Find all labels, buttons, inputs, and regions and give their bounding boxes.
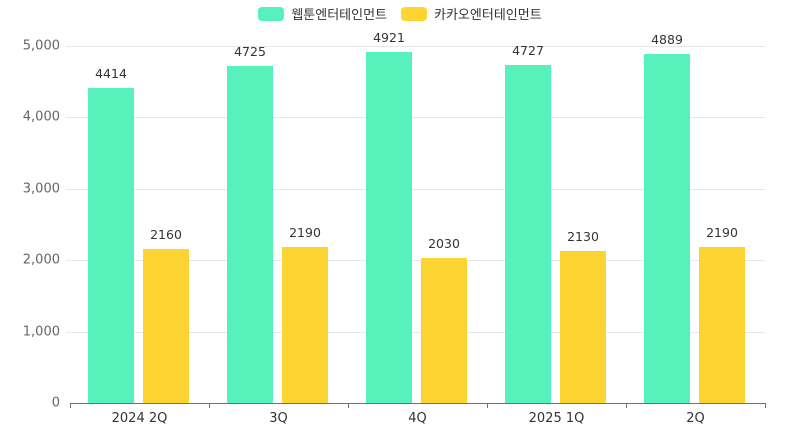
x-axis-line	[70, 403, 765, 404]
y-axis-tick-label: 5,000	[22, 38, 60, 54]
grid-line	[66, 332, 765, 333]
x-axis-tick-mark	[487, 403, 488, 408]
bar-webtoon[interactable]	[88, 88, 134, 403]
bar-kakao[interactable]	[282, 247, 328, 403]
legend-swatch-kakao	[401, 6, 428, 21]
x-axis-tick-mark	[70, 403, 71, 408]
bar-webtoon[interactable]	[644, 54, 690, 403]
x-axis-label: 4Q	[408, 411, 427, 426]
x-axis-tick-mark	[348, 403, 349, 408]
legend-label-kakao: 카카오엔터테인먼트	[434, 8, 542, 23]
bar-kakao[interactable]	[143, 249, 189, 403]
bar-value-label: 4889	[651, 32, 683, 47]
x-axis-tick-mark	[765, 403, 766, 408]
bar-webtoon[interactable]	[505, 65, 551, 403]
y-axis-tick-label: 0	[51, 395, 60, 411]
bar-value-label: 2160	[150, 227, 182, 242]
bar-kakao[interactable]	[421, 258, 467, 403]
x-axis-label: 2025 1Q	[528, 411, 585, 426]
bar-value-label: 4727	[512, 43, 544, 58]
bar-kakao[interactable]	[560, 251, 606, 403]
x-axis-tick-mark	[626, 403, 627, 408]
x-axis-label: 2Q	[686, 411, 705, 426]
bar-value-label: 4725	[234, 44, 266, 59]
bar-value-label: 2190	[289, 225, 321, 240]
legend-label-webtoon: 웹툰엔터테인먼트	[291, 8, 388, 23]
y-axis-tick-label: 2,000	[22, 252, 60, 268]
legend-item-webtoon-entertainment[interactable]: 웹툰엔터테인먼트	[258, 4, 387, 23]
bar-kakao[interactable]	[699, 247, 745, 403]
y-axis-tick-label: 4,000	[22, 109, 60, 125]
legend-swatch-webtoon	[258, 6, 285, 21]
grid-line	[66, 46, 765, 47]
bar-value-label: 4414	[95, 66, 127, 81]
x-axis-label: 2024 2Q	[111, 411, 168, 426]
grid-line	[66, 117, 765, 118]
y-axis-tick-label: 1,000	[22, 324, 60, 340]
bar-value-label: 2030	[428, 236, 460, 251]
bar-value-label: 2130	[567, 229, 599, 244]
bar-value-label: 4921	[373, 30, 405, 45]
bar-value-label: 2190	[706, 225, 738, 240]
grid-line	[66, 260, 765, 261]
grid-line	[66, 189, 765, 190]
bar-webtoon[interactable]	[227, 66, 273, 403]
x-axis-label: 3Q	[269, 411, 288, 426]
x-axis-tick-mark	[209, 403, 210, 408]
legend-item-kakao-entertainment[interactable]: 카카오엔터테인먼트	[401, 4, 542, 23]
bar-webtoon[interactable]	[366, 52, 412, 403]
chart-legend: 웹툰엔터테인먼트 카카오엔터테인먼트	[0, 4, 800, 23]
y-axis-tick-label: 3,000	[22, 181, 60, 197]
